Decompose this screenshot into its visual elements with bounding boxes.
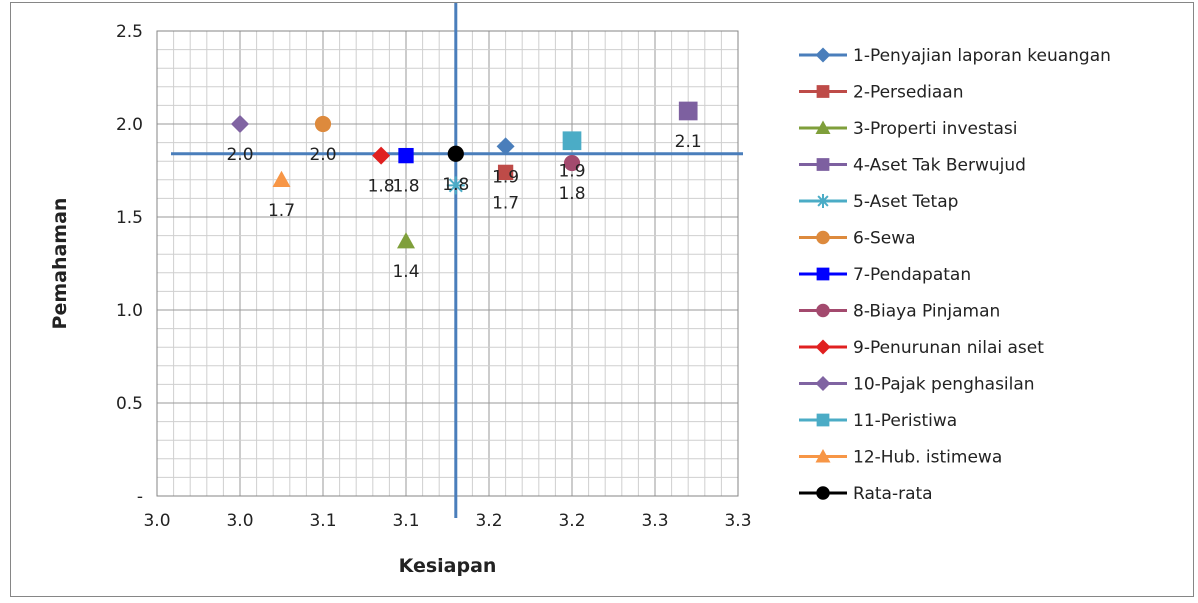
data-point-13	[447, 145, 464, 162]
legend-item: 10-Pajak penghasilan	[799, 375, 1035, 395]
legend-item: 2-Persediaan	[799, 83, 963, 103]
legend-label: 9-Penurunan nilai aset	[853, 338, 1044, 358]
legend-label: 7-Pendapatan	[853, 265, 971, 285]
legend-item: 12-Hub. istimewa	[799, 448, 1002, 468]
data-point-7	[398, 147, 414, 164]
data-label-6: 2.0	[309, 145, 336, 165]
tick-labels: 3.0 3.0 3.1 3.1 3.2 3.2 3.3 3.3 - 0.5 1.0 1.5 2.0 2.5	[116, 22, 752, 531]
x-tick-label: 3.0	[143, 511, 170, 531]
data-point-5	[446, 176, 465, 195]
legend-item: 5-Aset Tetap	[799, 192, 958, 212]
legend-marker	[816, 486, 830, 500]
data-point-1	[496, 137, 515, 156]
legend-item: 11-Peristiwa	[799, 411, 957, 431]
legend-label: 2-Persediaan	[853, 83, 963, 103]
x-tick-label: 3.2	[475, 511, 502, 531]
legend-item: 3-Properti investasi	[799, 119, 1018, 139]
data-point-11	[562, 131, 582, 151]
y-tick-label: 1.0	[116, 301, 143, 321]
x-tick-label: 3.1	[392, 511, 419, 531]
legend-item: 7-Pendapatan	[799, 265, 971, 285]
legend-marker	[816, 267, 830, 281]
x-axis-title: Kesiapan	[399, 555, 497, 577]
y-tick-label: 2.0	[116, 115, 143, 135]
y-tick-label: 1.5	[116, 208, 143, 228]
legend-label: 1-Penyajian laporan keuangan	[853, 46, 1111, 66]
data-point-8	[563, 154, 581, 172]
data-labels: 1.91.71.42.12.01.8 1.81.82.01.91.71.8	[226, 132, 701, 282]
data-point-10	[231, 115, 249, 133]
legend-marker	[816, 303, 830, 318]
legend-label: 5-Aset Tetap	[853, 192, 958, 212]
data-point-6	[314, 115, 332, 133]
star-stroke	[817, 195, 829, 207]
legend-item: Rata-rata	[799, 484, 933, 504]
data-label-8: 1.8	[558, 184, 585, 204]
data-point-2	[497, 164, 514, 181]
y-tick-label: 2.5	[116, 22, 143, 42]
grid	[156, 30, 739, 497]
data-label-7: 1.8	[392, 177, 419, 197]
x-tick-label: 3.1	[309, 511, 336, 531]
data-label-4: 2.1	[675, 132, 702, 152]
legend-item: 9-Penurunan nilai aset	[799, 338, 1044, 358]
legend-label: 8-Biaya Pinjaman	[853, 302, 1000, 322]
data-point-4	[678, 101, 698, 121]
data-label-1: 1.9	[492, 167, 519, 187]
data-label-11: 1.9	[558, 162, 585, 182]
legend-label: 4-Aset Tak Berwujud	[853, 156, 1026, 176]
legend-item: 1-Penyajian laporan keuangan	[799, 46, 1111, 66]
legend-marker	[815, 449, 831, 463]
chart-frame: 3.0 3.0 3.1 3.1 3.2 3.2 3.3 3.3 - 0.5 1.0 1.5 2.0 2.5…	[10, 2, 1194, 597]
legend-marker	[815, 376, 831, 391]
y-tick-label: 0.5	[116, 394, 143, 414]
legend-label: 12-Hub. istimewa	[853, 448, 1002, 468]
legend-label: 10-Pajak penghasilan	[853, 375, 1035, 395]
data-label-3: 1.4	[392, 262, 419, 282]
data-point-9	[372, 146, 391, 165]
data-point-3	[397, 232, 415, 249]
data-label-13: 1.8	[442, 175, 469, 195]
legend-marker	[815, 47, 831, 63]
legend-label: 3-Properti investasi	[853, 119, 1018, 139]
x-tick-label: 3.3	[724, 511, 751, 531]
data-point-12	[272, 170, 291, 187]
legend: 1-Penyajian laporan keuangan 2-Persediaan…	[799, 46, 1111, 504]
chart-svg: 3.0 3.0 3.1 3.1 3.2 3.2 3.3 3.3 - 0.5 1.0 1.5 2.0 2.5…	[49, 3, 1111, 577]
legend-marker	[816, 85, 830, 98]
legend-item: 8-Biaya Pinjaman	[799, 302, 1000, 322]
legend-item: 4-Aset Tak Berwujud	[799, 156, 1026, 176]
x-tick-label: 3.3	[641, 511, 668, 531]
data-label-9: 1.8	[368, 177, 395, 197]
legend-item: 6-Sewa	[799, 229, 916, 249]
data-label-12: 1.7	[268, 201, 295, 221]
data-label-2: 1.7	[492, 193, 519, 213]
legend-marker	[815, 339, 831, 355]
y-tick-label: -	[137, 487, 143, 507]
data-points	[231, 101, 698, 249]
legend-label: Rata-rata	[853, 484, 933, 504]
y-axis-title: Pemahaman	[49, 198, 71, 330]
legend-marker	[816, 230, 830, 245]
x-tick-label: 3.0	[226, 511, 253, 531]
legend-marker	[816, 413, 830, 427]
star-stroke	[448, 178, 463, 193]
legend-label: 6-Sewa	[853, 229, 916, 249]
data-label-10: 2.0	[226, 145, 253, 165]
legend-marker	[815, 120, 831, 134]
plot-area-border	[156, 30, 739, 497]
legend-label: 11-Peristiwa	[853, 411, 957, 431]
legend-marker	[816, 194, 830, 208]
legend-marker	[816, 158, 830, 171]
x-tick-label: 3.2	[558, 511, 585, 531]
